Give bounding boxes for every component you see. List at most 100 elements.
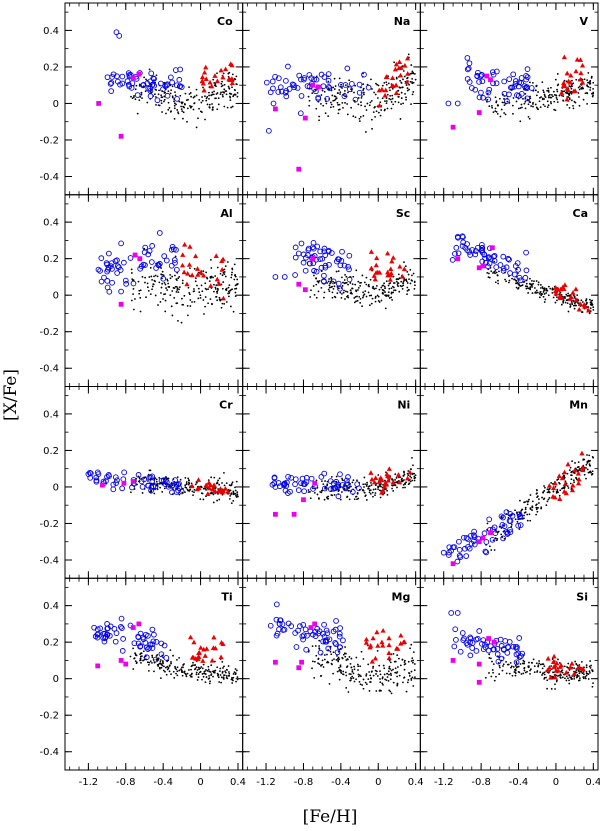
- thin-disk-point: [217, 103, 220, 106]
- thin-disk-point: [218, 681, 221, 683]
- thin-disk-point: [196, 284, 198, 287]
- thin-disk-point: [570, 478, 573, 481]
- metal-rich-triangle-point: [386, 655, 392, 661]
- panel-label: Ti: [221, 590, 232, 603]
- thin-disk-point: [578, 672, 581, 675]
- thick-disk-point: [281, 480, 288, 487]
- thick-disk-point: [333, 641, 339, 647]
- thin-disk-point: [164, 670, 166, 673]
- metal-rich-triangle-point: [556, 473, 562, 479]
- thin-disk-point: [529, 668, 532, 671]
- thin-disk-point: [542, 91, 545, 94]
- thin-disk-point: [592, 682, 594, 685]
- thin-disk-point: [556, 98, 559, 101]
- thin-disk-point: [394, 484, 397, 486]
- thin-disk-point: [154, 294, 157, 297]
- thin-disk-point: [582, 676, 585, 679]
- thick-disk-point: [120, 476, 127, 483]
- thin-disk-point: [591, 470, 594, 473]
- thin-disk-point: [582, 98, 585, 101]
- thin-disk-point: [378, 288, 381, 291]
- thin-disk-point: [495, 110, 498, 113]
- thin-disk-point: [168, 665, 171, 667]
- panel-label: Cr: [219, 399, 233, 412]
- thin-disk-point: [562, 95, 565, 98]
- thin-disk-point: [160, 102, 163, 105]
- thick-disk-point: [341, 262, 348, 269]
- thick-disk-point: [321, 470, 328, 477]
- thin-disk-point: [410, 103, 412, 106]
- thin-disk-point: [406, 87, 409, 89]
- thin-disk-point: [587, 81, 590, 84]
- thin-disk-point: [570, 678, 573, 681]
- thin-disk-point: [537, 283, 540, 286]
- thin-disk-point: [228, 292, 231, 294]
- thin-disk-point: [332, 86, 335, 89]
- thick-disk-point: [321, 272, 327, 279]
- thick-disk-point: [467, 252, 474, 258]
- thin-disk-point: [208, 280, 211, 283]
- thin-disk-point: [388, 287, 391, 290]
- thin-disk-point: [529, 669, 531, 672]
- thin-disk-point: [146, 282, 149, 285]
- thick-disk-point: [500, 265, 507, 272]
- thin-disk-point: [405, 84, 408, 86]
- thin-disk-point: [342, 479, 344, 482]
- thick-disk-point: [450, 544, 456, 551]
- thin-disk-point: [396, 282, 399, 284]
- thin-disk-point: [534, 103, 537, 106]
- thin-disk-point: [151, 656, 154, 659]
- thin-disk-point: [200, 666, 203, 668]
- thin-disk-point: [170, 89, 173, 92]
- thin-disk-point: [405, 98, 407, 101]
- thin-disk-point: [529, 494, 532, 496]
- metal-rich-triangle-point: [199, 78, 205, 84]
- thin-disk-point: [590, 304, 593, 306]
- thin-disk-point: [543, 671, 546, 674]
- thick-disk-point: [301, 76, 307, 83]
- thick-disk-point: [322, 638, 329, 645]
- thin-disk-point: [566, 302, 569, 304]
- thin-disk-point: [543, 489, 546, 492]
- thin-disk-point: [221, 287, 224, 290]
- thin-disk-point: [500, 533, 503, 536]
- thick-disk-point: [514, 260, 521, 266]
- thin-disk-point: [358, 295, 361, 298]
- metal-rich-triangle-point: [551, 653, 557, 659]
- thin-disk-point: [195, 666, 198, 669]
- thin-disk-point: [178, 100, 181, 103]
- thick-disk-point: [288, 474, 295, 481]
- thin-disk-point: [346, 294, 349, 297]
- thin-disk-point: [374, 492, 377, 494]
- panel-cr: -0.4-0.200.20.4Cr: [39, 386, 244, 579]
- thin-disk-point: [586, 102, 588, 105]
- metal-rich-triangle-point: [405, 71, 411, 76]
- thin-disk-point: [371, 491, 374, 494]
- thin-disk-point: [192, 661, 194, 664]
- thin-disk-point: [578, 104, 581, 107]
- thin-disk-point: [369, 278, 372, 281]
- thin-disk-point: [170, 662, 172, 665]
- metal-rich-triangle-point: [390, 479, 396, 485]
- thin-disk-point: [214, 669, 217, 672]
- thin-disk-point: [316, 493, 319, 496]
- thin-disk-point: [590, 669, 593, 671]
- thin-disk-point: [173, 104, 176, 107]
- metal-rich-triangle-point: [212, 73, 218, 78]
- thick-disk-point: [101, 638, 108, 645]
- metal-rich-triangle-point: [186, 262, 193, 267]
- thin-disk-point: [592, 87, 594, 90]
- thick-disk-point: [283, 77, 289, 84]
- thin-disk-point: [590, 300, 593, 302]
- y-tick-label: -0.2: [39, 519, 59, 530]
- thin-disk-point: [406, 681, 409, 684]
- thin-disk-point: [526, 503, 529, 506]
- thick-disk-point: [302, 481, 308, 487]
- thin-disk-point: [210, 259, 212, 261]
- panel-ni: Ni: [242, 386, 421, 579]
- thick-disk-point: [440, 549, 447, 556]
- thin-disk-point: [149, 660, 152, 663]
- thin-disk-point: [146, 286, 149, 289]
- thin-disk-point: [530, 105, 533, 107]
- thin-disk-point: [390, 291, 393, 294]
